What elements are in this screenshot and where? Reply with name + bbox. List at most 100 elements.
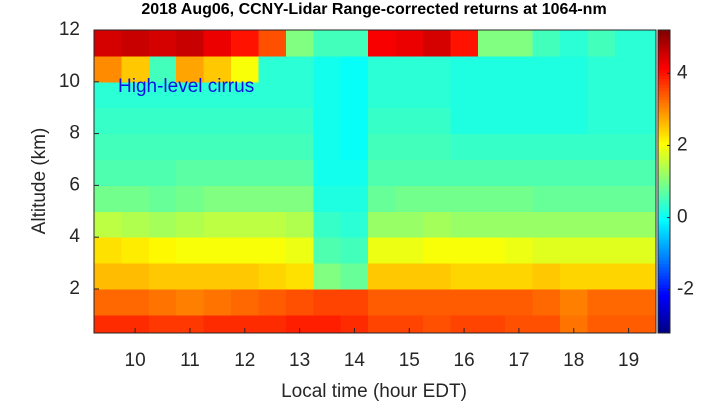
heatmap-cell (642, 288, 657, 316)
heatmap-cell (450, 133, 479, 160)
colorbar-swatch (658, 272, 670, 276)
colorbar-swatch (658, 329, 670, 334)
heatmap-cell (148, 81, 177, 109)
heatmap-cell (422, 107, 451, 135)
colorbar-swatch (658, 139, 670, 143)
heatmap-cell (642, 133, 657, 160)
y-tick-label: 2 (69, 278, 80, 299)
heatmap-cell (203, 30, 232, 57)
heatmap-cell (614, 159, 643, 186)
heatmap-cell (505, 81, 534, 109)
x-axis-label: Local time (hour EDT) (281, 381, 467, 402)
x-tick-label: 11 (180, 350, 200, 371)
heatmap-cell (340, 314, 369, 334)
heatmap-cell (340, 107, 369, 135)
colorbar-swatch (658, 90, 670, 95)
heatmap-cell (121, 81, 150, 109)
heatmap-cell (560, 211, 588, 238)
colorbar-tick-label: 2 (677, 134, 688, 155)
heatmap-cell (176, 211, 205, 238)
heatmap-cell (258, 107, 287, 135)
heatmap-cell (422, 55, 451, 83)
heatmap-cell (121, 55, 150, 83)
colorbar-swatch (658, 236, 670, 240)
heatmap-cell (587, 263, 616, 290)
heatmap-cell (368, 237, 397, 264)
heatmap-cell (422, 30, 451, 57)
colorbar-swatch (658, 308, 670, 313)
x-tick-label: 14 (344, 350, 366, 371)
colorbar-swatch (658, 123, 670, 128)
heatmap-cell (231, 314, 259, 334)
colorbar-swatch (658, 311, 670, 316)
heatmap-cell (313, 30, 342, 57)
heatmap-cell (422, 159, 451, 186)
x-tick-label: 13 (289, 350, 310, 371)
heatmap-cell (313, 314, 342, 334)
heatmap-cell (258, 133, 287, 160)
heatmap-cell (176, 288, 205, 316)
heatmap-cell (176, 133, 205, 160)
heatmap-cell (477, 159, 506, 186)
heatmap-cell (231, 237, 259, 264)
heatmap-cell (203, 237, 232, 264)
colorbar-swatch (658, 60, 670, 64)
colorbar-swatch (658, 99, 670, 104)
heatmap-cell (231, 133, 259, 160)
heatmap-cell (368, 55, 397, 83)
heatmap-cell (368, 133, 397, 160)
colorbar-swatch (658, 269, 670, 273)
heatmap-cell (532, 263, 561, 290)
heatmap-cell (560, 159, 588, 186)
colorbar-swatch (658, 54, 670, 58)
colorbar-swatch (658, 242, 670, 246)
heatmap-cell (505, 133, 534, 160)
heatmap-cell (422, 81, 451, 109)
y-tick-label: 8 (69, 123, 80, 144)
overlay: 10 11 12 13 14 15 16 17 18 19 2 4 6 8 10 12 High-level c… (59, 19, 657, 371)
colorbar-swatch (658, 208, 670, 213)
heatmap-cell (395, 185, 424, 212)
heatmap-cell (258, 314, 287, 334)
heatmap-cell (477, 263, 506, 290)
colorbar-swatch (658, 220, 670, 225)
x-tick-label: 18 (563, 350, 584, 371)
colorbar: -2 0 2 4 (657, 29, 694, 334)
heatmap-cell (231, 288, 259, 316)
heatmap-cell (121, 237, 150, 264)
colorbar-swatch (658, 263, 670, 267)
heatmap-cell (642, 81, 657, 109)
heatmap-cell (587, 237, 616, 264)
heatmap-cell (285, 30, 314, 57)
colorbar-swatch (658, 96, 670, 101)
heatmap-cell (642, 55, 657, 83)
heatmap-cell (203, 211, 232, 238)
heatmap-cell (285, 133, 314, 160)
heatmap-cell (231, 159, 259, 186)
heatmap-cell (614, 211, 643, 238)
heatmap-cell (285, 263, 314, 290)
colorbar-tick-label: -2 (677, 279, 694, 300)
heatmap-cell (505, 185, 534, 212)
heatmap-cell (176, 185, 205, 212)
heatmap-cell (587, 211, 616, 238)
heatmap-cell (340, 159, 369, 186)
heatmap-cell (642, 263, 657, 290)
heatmap-cell (313, 55, 342, 83)
colorbar-swatch (658, 102, 670, 107)
heatmap-cell (203, 185, 232, 212)
heatmap-cell (422, 288, 451, 316)
heatmap-cell (477, 211, 506, 238)
heatmap-cell (477, 185, 506, 212)
heatmap-cell (532, 55, 561, 83)
heatmap-cell (614, 107, 643, 135)
heatmap-cell (148, 55, 177, 83)
heatmap-cell (340, 263, 369, 290)
heatmap-cell (148, 30, 177, 57)
colorbar-swatch (658, 160, 670, 164)
heatmap-cell (121, 288, 150, 316)
heatmap-cell (148, 237, 177, 264)
heatmap-cell (94, 30, 122, 57)
heatmap-cell (477, 30, 506, 57)
heatmap-cell (231, 107, 259, 135)
